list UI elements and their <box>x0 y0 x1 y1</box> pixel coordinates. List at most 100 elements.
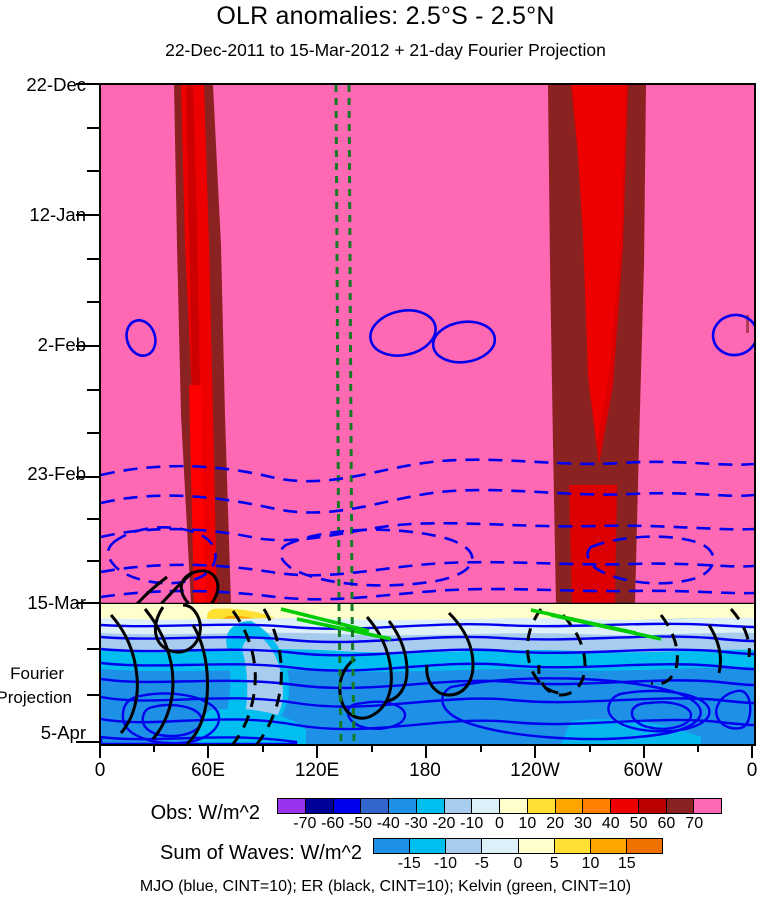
x-minor-tick <box>262 744 264 752</box>
colorbar-swatch <box>499 799 527 813</box>
colorbar-tick-label: 20 <box>546 815 565 832</box>
x-major-tick <box>207 744 209 758</box>
colorbar-tick-label: -15 <box>397 855 421 872</box>
wave-legend-footnote: MJO (blue, CINT=10); ER (black, CINT=10)… <box>139 878 632 895</box>
colorbar-tick-label: -50 <box>348 815 372 832</box>
colorbar-tick-label: -60 <box>321 815 345 832</box>
colorbar-swatch <box>374 839 410 853</box>
colorbar-tick-label: 10 <box>518 815 537 832</box>
kelvin-vertical-projection <box>337 604 356 744</box>
fourier-projection-label-line1: Fourier <box>10 664 64 683</box>
colorbar-tick-label: 30 <box>574 815 592 832</box>
y-major-tick <box>76 476 99 478</box>
x-minor-tick <box>697 744 699 752</box>
colorbar-swatch <box>625 839 662 853</box>
y-tick-label-23-feb: 23-Feb <box>27 463 86 484</box>
colorbar-swatch <box>409 839 446 853</box>
colorbar-tick-label: 50 <box>629 815 648 832</box>
colorbar-tick-label: 40 <box>601 815 620 832</box>
x-tick-label-0-east: 0 <box>746 760 758 781</box>
colorbar-swatch <box>332 799 361 813</box>
colorbar-waves-tick-labels: -15 -10 -5 0 5 10 15 <box>373 855 663 873</box>
y-minor-tick <box>87 258 99 260</box>
colorbar-swatch <box>443 799 472 813</box>
colorbar-swatch <box>471 799 499 813</box>
y-tick-label-15-mar: 15-Mar <box>27 592 86 613</box>
observed-field <box>101 85 754 604</box>
x-major-tick <box>751 744 753 758</box>
mjo-contour-solid <box>125 309 754 364</box>
x-major-tick <box>99 744 101 758</box>
colorbar-swatch <box>278 799 305 813</box>
x-tick-label-60w: 60W <box>623 760 663 781</box>
colorbar-waves: Sum of Waves: W/m^2 -15 -10 -5 0 5 10 15 <box>0 838 771 872</box>
colorbar-swatch <box>582 799 610 813</box>
colorbar-swatch <box>553 839 590 853</box>
x-tick-label-120w: 120W <box>510 760 560 781</box>
x-tick-label-60e: 60E <box>191 760 225 781</box>
x-minor-tick <box>153 744 155 752</box>
colorbar-tick-label: 0 <box>513 855 523 872</box>
mjo-contour-dashed <box>101 458 754 601</box>
kelvin-contour-green <box>334 85 354 604</box>
y-minor-tick <box>87 560 99 562</box>
colorbar-tick-label: -5 <box>474 855 489 872</box>
colorbar-swatch <box>665 799 694 813</box>
x-major-tick <box>534 744 536 758</box>
colorbar-swatch <box>481 839 518 853</box>
y-minor-tick <box>87 432 99 434</box>
y-minor-tick <box>87 648 99 650</box>
x-tick-label-180: 180 <box>409 760 441 781</box>
colorbar-tick-label: 60 <box>657 815 676 832</box>
colorbar-obs-label: Obs: W/m^2 <box>150 802 260 824</box>
y-major-tick <box>76 345 99 347</box>
y-tick-label-5-apr: 5-Apr <box>40 722 86 743</box>
colorbar-swatch <box>526 799 555 813</box>
y-minor-tick <box>87 170 99 172</box>
olr-hovmoller-plot[interactable] <box>99 83 756 746</box>
colorbar-tick-label: 10 <box>581 855 600 872</box>
colorbar-tick-label: -40 <box>376 815 400 832</box>
colorbar-waves-label: Sum of Waves: W/m^2 <box>159 842 362 864</box>
colorbar-swatch <box>554 799 583 813</box>
x-major-tick <box>643 744 645 758</box>
colorbar-swatch <box>445 839 482 853</box>
er-contour-projection <box>109 604 751 744</box>
y-minor-tick <box>87 301 99 303</box>
plot-canvas <box>101 85 754 744</box>
colorbar-swatch <box>415 799 444 813</box>
y-minor-tick <box>87 518 99 520</box>
colorbar-waves-swatches <box>373 838 663 854</box>
colorbar-tick-label: -20 <box>432 815 456 832</box>
x-minor-tick <box>371 744 373 752</box>
colorbar-tick-label: 5 <box>549 855 559 872</box>
y-tick-label-2-feb: 2-Feb <box>37 334 86 355</box>
colorbar-swatch <box>304 799 333 813</box>
y-tick-label-22-dec: 22-Dec <box>26 74 86 95</box>
y-major-tick <box>76 741 99 743</box>
y-minor-tick <box>87 127 99 129</box>
y-minor-tick <box>87 389 99 391</box>
y-tick-label-12-jan: 12-Jan <box>29 204 86 225</box>
colorbar-swatch <box>693 799 721 813</box>
y-major-tick <box>76 214 99 216</box>
colorbar-swatch <box>388 799 416 813</box>
colorbar-tick-label: -10 <box>460 815 484 832</box>
colorbar-obs: Obs: W/m^2 -70 -60 -50 -40 -30 -20 -10 0 10 20 30 4… <box>0 798 771 832</box>
y-major-tick <box>76 602 99 604</box>
er-contour-black <box>135 569 220 604</box>
x-major-tick <box>425 744 427 758</box>
colorbar-swatch <box>637 799 666 813</box>
page-subtitle: 22-Dec-2011 to 15-Mar-2012 + 21-day Four… <box>165 40 606 60</box>
page-title: OLR anomalies: 2.5°S - 2.5°N <box>216 2 555 30</box>
x-minor-tick <box>480 744 482 752</box>
colorbar-swatch <box>610 799 638 813</box>
colorbar-swatch <box>517 839 554 853</box>
fourier-projection-field <box>101 604 754 744</box>
colorbar-tick-label: -70 <box>293 815 317 832</box>
x-major-tick <box>316 744 318 758</box>
colorbar-obs-tick-labels: -70 -60 -50 -40 -30 -20 -10 0 10 20 30 40 50 60 70 <box>277 815 722 833</box>
x-tick-label-0-west: 0 <box>94 760 106 781</box>
colorbar-swatch <box>360 799 388 813</box>
colorbar-tick-label: 70 <box>685 815 704 832</box>
